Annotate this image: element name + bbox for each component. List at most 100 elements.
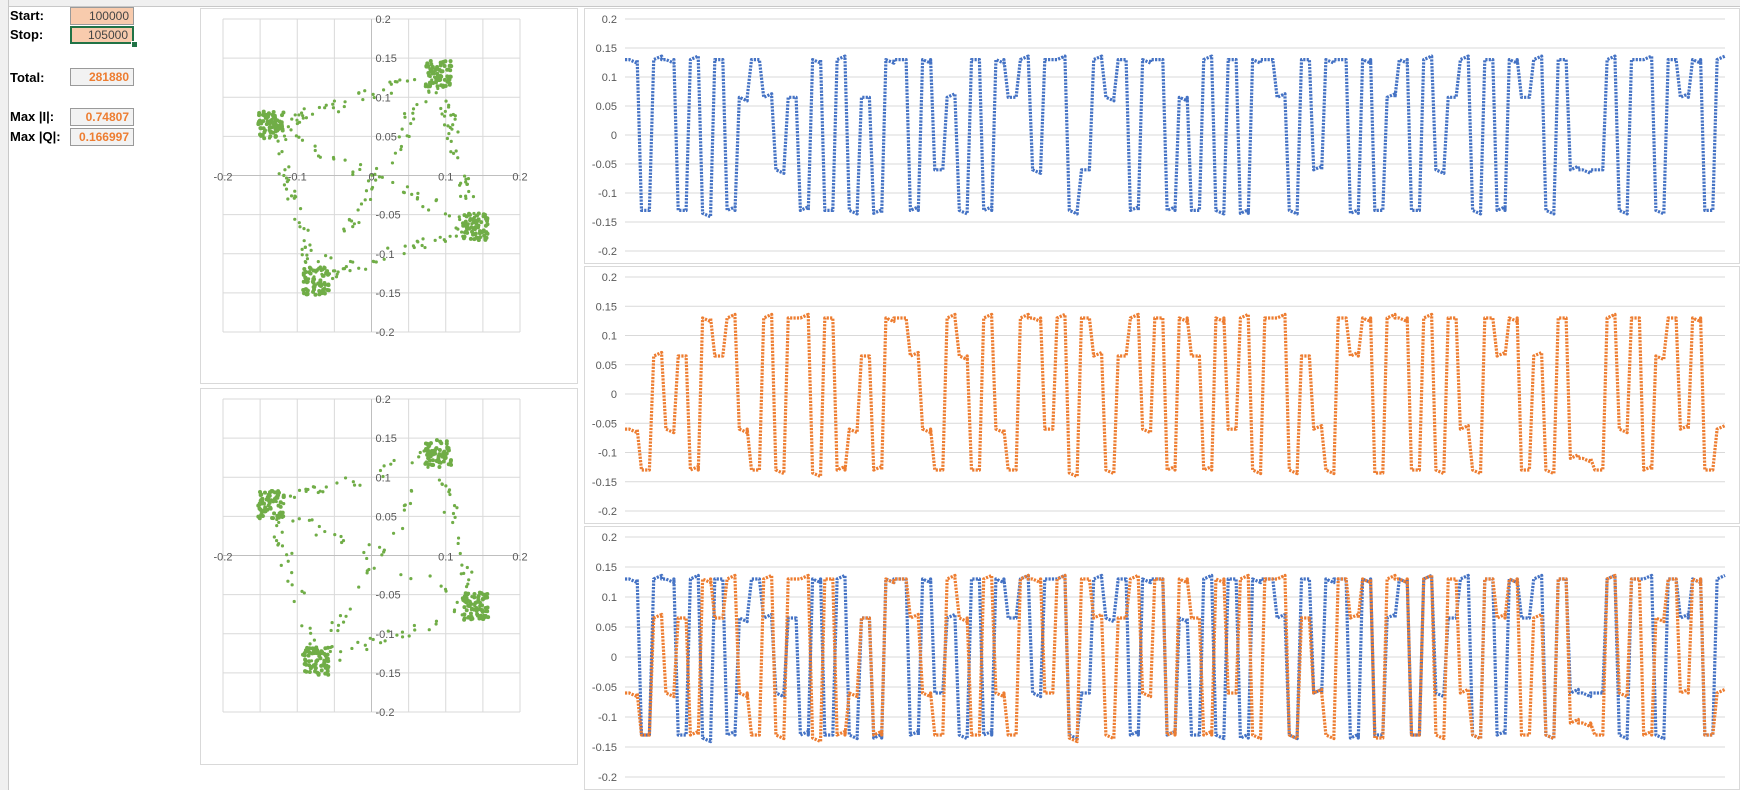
constellation-point [382, 548, 386, 552]
constellation-point [344, 265, 348, 269]
constellation-point [286, 125, 290, 129]
constellation-cluster-point [472, 595, 477, 600]
constellation-point [368, 197, 373, 202]
y-tick-label: -0.2 [376, 327, 395, 339]
constellation-point [402, 111, 407, 116]
start-input-cell[interactable]: 100000 [70, 7, 134, 25]
constellation-point [282, 183, 287, 187]
column-header-strip[interactable] [0, 0, 1740, 7]
constellation-point [460, 230, 464, 234]
constellation-point [285, 553, 289, 557]
constellation-point [277, 542, 281, 546]
x-tick-label: 0.2 [512, 172, 527, 184]
constellation-point [284, 176, 289, 180]
constellation-cluster-point [476, 236, 481, 241]
constellation-cluster-point [464, 600, 469, 605]
constellation-point [299, 111, 304, 115]
constellation-point [409, 577, 413, 581]
constellation-point [367, 543, 371, 547]
constellation-point [467, 578, 471, 582]
constellation-cluster-point [462, 612, 467, 617]
constellation-point [297, 221, 301, 225]
constellation-cluster-point [267, 121, 272, 126]
constellation-point [449, 150, 453, 154]
constellation-cluster-point [323, 665, 328, 670]
constellation-point [410, 461, 414, 465]
constellation-point [352, 483, 357, 487]
plot-grid [625, 276, 1725, 512]
q-waveform-chart[interactable]: 0.2 0.15 0.1 0.05 0 -0.05 -0.1 -0.15 -0.2 [584, 266, 1740, 524]
constellation-point [365, 569, 369, 573]
constellation-cluster-point [423, 461, 428, 466]
y-tick-label: -0.15 [376, 668, 401, 680]
constellation-cluster-point [438, 60, 443, 65]
constellation-point [302, 227, 306, 231]
constellation-point [351, 170, 355, 174]
constellation-point [357, 220, 361, 225]
constellation-point [361, 97, 365, 102]
total-value-cell[interactable]: 281880 [70, 68, 134, 86]
y-tick-label: -0.05 [376, 590, 401, 602]
constellation-point [359, 202, 364, 206]
constellation-cluster-point [476, 217, 481, 222]
i-waveform-chart[interactable]: 0.2 0.15 0.1 0.05 0 -0.05 -0.1 -0.15 -0.2 [584, 8, 1740, 264]
constellation-cluster-point [481, 229, 486, 234]
constellation-plot-bottom: -0.2 0.1 0.2 0.2 0.15 0.1 0.05 -0.05 -0.1 -0.15 -0… [214, 394, 528, 719]
constellation-point [456, 536, 461, 540]
constellation-cluster-point [268, 134, 273, 139]
constellation-cluster-point [432, 448, 437, 453]
constellation-point [451, 112, 455, 117]
constellation-cluster-point [446, 76, 451, 81]
constellation-point [335, 481, 339, 485]
constellation-point [415, 195, 420, 200]
fill-handle[interactable] [131, 41, 138, 48]
constellation-point [443, 109, 447, 114]
row-header-strip[interactable] [0, 0, 9, 790]
total-label: Total: [10, 70, 45, 85]
constellation-point [286, 197, 290, 201]
constellation-point [321, 490, 325, 494]
constellation-chart-bottom[interactable]: -0.2 0.1 0.2 0.2 0.15 0.1 0.05 -0.05 -0.1 -0.15 -0… [200, 388, 578, 765]
constellation-cluster-point [430, 458, 435, 463]
constellation-cluster-point [477, 607, 482, 612]
y-tick-label: 0.15 [376, 433, 397, 445]
constellation-point [293, 217, 297, 221]
constellation-point [358, 162, 363, 167]
y-tick-label: -0.05 [592, 682, 617, 694]
constellation-cluster-point [482, 233, 487, 238]
stop-input-cell[interactable]: 105000 [70, 26, 134, 44]
constellation-point [316, 260, 320, 264]
y-tick-label: -0.2 [376, 707, 395, 719]
constellation-point [329, 256, 333, 260]
constellation-cluster-point [317, 266, 322, 271]
constellation-point [400, 526, 405, 531]
y-tick-label: -0.1 [598, 712, 617, 724]
plot-grid [625, 536, 1725, 778]
constellation-point [336, 629, 340, 633]
constellation-cluster-point [439, 441, 444, 446]
constellation-point [400, 635, 405, 639]
constellation-cluster-point [480, 603, 485, 608]
constellation-cluster-point [429, 62, 434, 67]
max-i-value-cell[interactable]: 0.74807 [70, 108, 134, 126]
y-tick-label: -0.05 [592, 159, 617, 171]
constellation-cluster-point [428, 462, 433, 467]
constellation-cluster-point [465, 222, 470, 227]
constellation-points [256, 438, 491, 677]
constellation-cluster-point [270, 112, 275, 117]
constellation-cluster-point [444, 441, 449, 446]
constellation-point [300, 624, 304, 628]
constellation-cluster-point [263, 115, 268, 120]
constellation-point [274, 538, 279, 543]
constellation-cluster-point [312, 287, 317, 292]
constellation-point [362, 550, 366, 555]
constellation-point [452, 504, 457, 508]
constellation-point [351, 260, 355, 264]
iq-overlay-chart[interactable]: 0.2 0.15 0.1 0.05 0 -0.05 -0.1 -0.15 -0.2 [584, 526, 1740, 790]
constellation-cluster-point [426, 443, 431, 448]
constellation-point [335, 272, 339, 276]
constellation-point [453, 117, 457, 121]
constellation-chart-top[interactable]: -0.2 -0.1 0 0.1 0.2 0.2 0.15 0.1 0.05 -0.05 -0.1 -0… [200, 8, 578, 384]
max-q-value-cell[interactable]: 0.166997 [70, 128, 134, 146]
constellation-cluster-point [466, 615, 471, 620]
